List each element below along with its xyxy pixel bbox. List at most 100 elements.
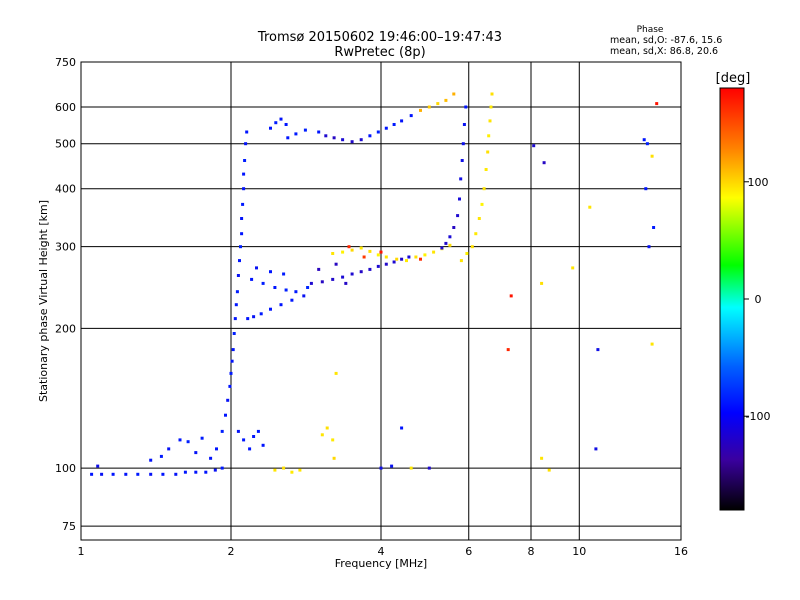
y-ticks: 75 100 200 300 400 500 600 750 bbox=[55, 56, 76, 533]
data-point bbox=[234, 303, 238, 307]
data-point bbox=[269, 270, 272, 274]
data-point bbox=[341, 275, 345, 279]
data-point bbox=[167, 447, 171, 451]
data-point bbox=[282, 272, 286, 276]
data-point bbox=[242, 172, 246, 176]
data-point bbox=[290, 470, 294, 474]
data-point bbox=[242, 438, 246, 442]
data-point bbox=[331, 438, 335, 442]
chart-title: Tromsø 20150602 19:46:00–19:47:43 bbox=[257, 30, 502, 45]
data-point bbox=[650, 342, 654, 346]
data-point bbox=[409, 466, 413, 470]
scatter-points bbox=[90, 92, 659, 476]
data-point bbox=[317, 267, 321, 271]
y-tick-label: 100 bbox=[55, 462, 76, 475]
data-point bbox=[642, 138, 646, 142]
data-point bbox=[240, 232, 244, 236]
y-tick-label: 500 bbox=[55, 138, 76, 151]
data-point bbox=[344, 281, 348, 285]
x-tick-label: 1 bbox=[78, 545, 85, 558]
data-point bbox=[480, 202, 484, 206]
data-point bbox=[161, 472, 165, 476]
colorbar-ticks: 100 0 -100 bbox=[744, 176, 770, 423]
data-point bbox=[489, 105, 493, 109]
data-point bbox=[474, 232, 478, 236]
data-point bbox=[482, 187, 486, 191]
data-point bbox=[414, 255, 418, 259]
data-point bbox=[324, 134, 328, 138]
y-tick-label: 400 bbox=[55, 183, 76, 196]
data-point bbox=[384, 126, 388, 130]
data-point bbox=[392, 123, 396, 126]
data-point bbox=[509, 294, 513, 298]
colorbar-tick-label: 0 bbox=[755, 293, 762, 306]
chart-subtitle: RwPretec (8p) bbox=[334, 45, 425, 60]
data-point bbox=[645, 142, 649, 146]
data-point bbox=[332, 136, 336, 140]
data-point bbox=[407, 255, 411, 259]
data-point bbox=[250, 277, 254, 281]
data-point bbox=[317, 130, 321, 134]
data-point bbox=[286, 136, 290, 140]
data-point bbox=[376, 264, 380, 268]
colorbar-unit: [deg] bbox=[716, 71, 751, 86]
x-tick-label: 4 bbox=[378, 545, 385, 558]
data-point bbox=[302, 294, 306, 298]
data-point bbox=[284, 123, 288, 126]
grid-lines bbox=[81, 62, 681, 540]
data-point bbox=[261, 443, 265, 447]
data-point bbox=[279, 117, 283, 121]
data-point bbox=[204, 470, 208, 474]
data-point bbox=[379, 466, 383, 470]
data-point bbox=[236, 429, 240, 433]
data-point bbox=[261, 281, 265, 285]
data-point bbox=[320, 433, 324, 437]
data-point bbox=[325, 426, 329, 430]
y-axis-label: Stationary phase Virtual Height [km] bbox=[37, 200, 50, 402]
data-point bbox=[215, 447, 218, 451]
data-point bbox=[368, 267, 372, 271]
data-point bbox=[460, 159, 464, 162]
data-point bbox=[456, 214, 460, 218]
data-point bbox=[298, 468, 302, 472]
x-tick-label: 2 bbox=[228, 545, 235, 558]
data-point bbox=[341, 138, 345, 142]
data-point bbox=[359, 270, 363, 274]
x-tick-label: 10 bbox=[572, 545, 586, 558]
data-point bbox=[294, 132, 298, 136]
data-point bbox=[269, 126, 272, 130]
data-point bbox=[444, 98, 448, 102]
data-point bbox=[159, 454, 163, 458]
data-point bbox=[332, 456, 336, 460]
data-point bbox=[183, 470, 187, 474]
data-point bbox=[359, 138, 363, 142]
data-point bbox=[395, 257, 399, 261]
data-point bbox=[347, 245, 351, 249]
data-point bbox=[477, 217, 481, 220]
x-axis-label: Frequency [MHz] bbox=[335, 557, 427, 570]
data-point bbox=[149, 458, 153, 462]
data-point bbox=[459, 259, 463, 263]
data-point bbox=[448, 243, 452, 247]
data-point bbox=[452, 92, 456, 96]
y-tick-label: 300 bbox=[55, 241, 76, 254]
data-point bbox=[350, 248, 354, 252]
data-point bbox=[174, 472, 178, 476]
data-point bbox=[226, 398, 230, 402]
data-point bbox=[376, 253, 380, 257]
data-point bbox=[200, 436, 204, 440]
data-point bbox=[462, 123, 466, 126]
data-point bbox=[248, 447, 252, 451]
data-point bbox=[368, 249, 372, 253]
data-point bbox=[259, 312, 263, 316]
data-point bbox=[213, 468, 217, 472]
data-point bbox=[419, 108, 422, 112]
data-point bbox=[232, 332, 236, 335]
data-point bbox=[384, 255, 388, 259]
data-point bbox=[652, 226, 656, 229]
data-point bbox=[427, 105, 431, 109]
x-tick-label: 16 bbox=[674, 545, 688, 558]
data-point bbox=[594, 447, 598, 451]
data-point bbox=[400, 257, 404, 261]
